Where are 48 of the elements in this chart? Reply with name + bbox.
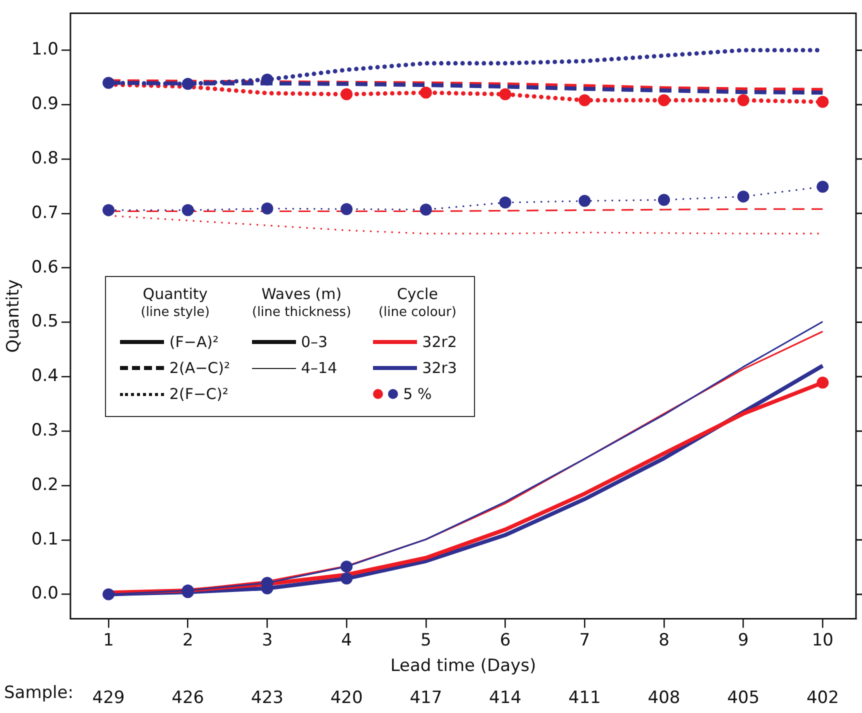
x-tick-label: 3 xyxy=(262,630,273,650)
y-tick-label: 0.8 xyxy=(31,148,58,168)
x-tick-label: 6 xyxy=(500,630,511,650)
x2-tick-label: 426 xyxy=(172,688,204,708)
annotation: Quantity xyxy=(142,285,208,303)
y-tick-label: 0.7 xyxy=(31,202,58,223)
annotation: 32r3 xyxy=(422,359,457,377)
annotation: Cycle xyxy=(396,285,438,303)
x-tick-label: 9 xyxy=(738,630,749,650)
annotation: 2(F−C)² xyxy=(169,385,228,403)
y-tick-label: 0.2 xyxy=(31,474,58,495)
x2-tick-label: 408 xyxy=(648,688,680,708)
x-tick-label: 1 xyxy=(103,630,114,650)
y-tick-label: 1.0 xyxy=(31,40,58,60)
annotation: (line style) xyxy=(140,305,210,320)
x-tick-label: 2 xyxy=(182,630,194,650)
y-tick-label: 0.3 xyxy=(31,420,58,440)
x2-tick-label: 417 xyxy=(410,688,442,708)
annotation: 4–14 xyxy=(301,359,338,377)
annotation: (F−A)² xyxy=(169,333,219,351)
x2-tick-label: 429 xyxy=(92,688,125,708)
annotation: 0–3 xyxy=(301,333,328,351)
x2-axis-title: Sample: xyxy=(4,683,74,704)
x-tick-label: 7 xyxy=(579,630,590,650)
x2-tick-label: 405 xyxy=(727,688,760,708)
y-tick-label: 0.0 xyxy=(31,584,58,604)
x2-tick-label: 414 xyxy=(489,688,522,708)
y-tick-label: 0.4 xyxy=(31,366,58,386)
annotation: 5 % xyxy=(403,385,432,403)
annotation: Waves (m) xyxy=(262,285,342,303)
annotation: 2(A−C)² xyxy=(169,359,230,377)
x2-tick-label: 411 xyxy=(568,688,601,708)
annotation: (line colour) xyxy=(378,305,456,320)
x-tick-label: 8 xyxy=(658,630,670,650)
x2-tick-label: 402 xyxy=(806,688,839,708)
y-tick-label: 0.6 xyxy=(31,257,58,278)
annotation: 32r2 xyxy=(422,333,457,351)
x-axis-title: Lead time (Days) xyxy=(390,656,536,676)
y-tick-label: 0.5 xyxy=(31,312,58,332)
x2-tick-label: 420 xyxy=(330,688,363,708)
x-tick-label: 10 xyxy=(812,630,834,650)
x-tick-label: 4 xyxy=(341,630,352,650)
y-axis-title: Quantity xyxy=(4,279,24,353)
y-tick-label: 0.1 xyxy=(31,529,58,550)
annotation: (line thickness) xyxy=(252,305,352,320)
x2-tick-label: 423 xyxy=(250,688,284,708)
y-tick-label: 0.9 xyxy=(31,94,58,114)
x-tick-label: 5 xyxy=(420,630,432,650)
